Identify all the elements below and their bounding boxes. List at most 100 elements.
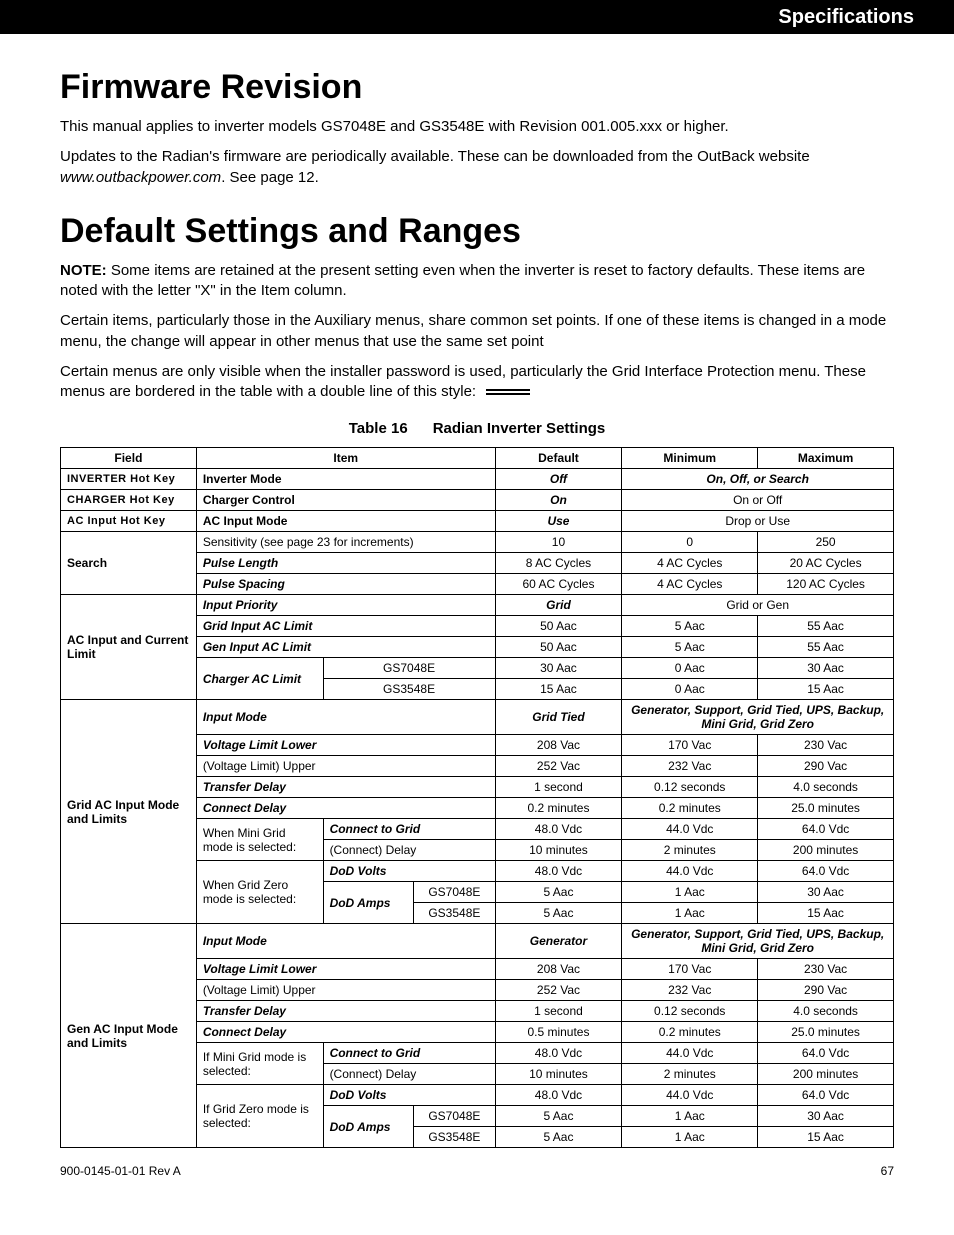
item-transfer-delay: Transfer Delay <box>196 1001 495 1022</box>
footer-doc-id: 900-0145-01-01 Rev A <box>60 1164 181 1178</box>
table-number: Table 16 <box>349 420 408 437</box>
th-min: Minimum <box>622 448 758 469</box>
heading-default-settings: Default Settings and Ranges <box>60 212 894 251</box>
para-shared-setpoints: Certain items, particularly those in the… <box>60 311 894 352</box>
item-pulse-spacing: Pulse Spacing <box>196 574 495 595</box>
item-connect-to-grid: Connect to Grid <box>323 819 495 840</box>
item-inverter-mode: Inverter Mode <box>196 469 495 490</box>
cell-max: 30 Aac <box>758 1106 894 1127</box>
cell-min: 0.12 seconds <box>622 777 758 798</box>
cell-default: 48.0 Vdc <box>495 861 622 882</box>
cell-max: 20 AC Cycles <box>758 553 894 574</box>
cell-default: 10 minutes <box>495 840 622 861</box>
table-row: Grid AC Input Mode and Limits Input Mode… <box>61 700 894 735</box>
item-voltage-limit-upper: (Voltage Limit) Upper <box>196 756 495 777</box>
cell-model: GS7048E <box>323 658 495 679</box>
cell-model: GS7048E <box>414 1106 495 1127</box>
item-dod-volts: DoD Volts <box>323 861 495 882</box>
item-connect-to-grid: Connect to Grid <box>323 1043 495 1064</box>
item-dod-amps: DoD Amps <box>323 1106 414 1148</box>
cell-min: 44.0 Vdc <box>622 1085 758 1106</box>
cell-min: 4 AC Cycles <box>622 553 758 574</box>
cell-default: 0.2 minutes <box>495 798 622 819</box>
item-grid-zero-note: When Grid Zero mode is selected: <box>196 861 323 924</box>
th-item: Item <box>196 448 495 469</box>
cell-min: 4 AC Cycles <box>622 574 758 595</box>
para-firmware-models: This manual applies to inverter models G… <box>60 117 894 137</box>
field-grid-ac-input: Grid AC Input Mode and Limits <box>61 700 197 924</box>
cell-range: Drop or Use <box>622 511 894 532</box>
item-input-mode: Input Mode <box>196 924 495 959</box>
page-footer: 900-0145-01-01 Rev A 67 <box>0 1158 954 1178</box>
cell-min: 0 <box>622 532 758 553</box>
cell-default: Grid Tied <box>495 700 622 735</box>
table-row: INVERTER Hot Key Inverter Mode Off On, O… <box>61 469 894 490</box>
outback-website: www.outbackpower.com <box>60 169 221 186</box>
table-row: Search Sensitivity (see page 23 for incr… <box>61 532 894 553</box>
cell-max: 64.0 Vdc <box>758 1043 894 1064</box>
item-connect-delay: Connect Delay <box>196 798 495 819</box>
item-ac-input-mode: AC Input Mode <box>196 511 495 532</box>
cell-max: 200 minutes <box>758 1064 894 1085</box>
cell-max: 4.0 seconds <box>758 777 894 798</box>
cell-default: 1 second <box>495 1001 622 1022</box>
table-caption: Table 16 Radian Inverter Settings <box>60 420 894 437</box>
cell-default: 50 Aac <box>495 616 622 637</box>
para-firmware-updates-b: . See page 12. <box>221 169 319 186</box>
cell-range: Grid or Gen <box>622 595 894 616</box>
cell-default: Off <box>495 469 622 490</box>
note-label: NOTE: <box>60 262 107 279</box>
cell-min: 0.12 seconds <box>622 1001 758 1022</box>
table-row: CHARGER Hot Key Charger Control On On or… <box>61 490 894 511</box>
item-mini-grid-note: When Mini Grid mode is selected: <box>196 819 323 861</box>
table-header-row: Field Item Default Minimum Maximum <box>61 448 894 469</box>
item-mini-grid-note: If Mini Grid mode is selected: <box>196 1043 323 1085</box>
cell-max: 55 Aac <box>758 637 894 658</box>
cell-max: 250 <box>758 532 894 553</box>
cell-default: 252 Vac <box>495 756 622 777</box>
cell-max: 15 Aac <box>758 903 894 924</box>
para-firmware-updates: Updates to the Radian's firmware are per… <box>60 147 894 188</box>
table-title: Radian Inverter Settings <box>433 420 606 437</box>
heading-firmware-revision: Firmware Revision <box>60 68 894 107</box>
cell-default: 252 Vac <box>495 980 622 1001</box>
cell-default: 8 AC Cycles <box>495 553 622 574</box>
cell-min: 5 Aac <box>622 616 758 637</box>
field-ac-input-current-limit: AC Input and Current Limit <box>61 595 197 700</box>
cell-default: 208 Vac <box>495 735 622 756</box>
cell-model: GS7048E <box>414 882 495 903</box>
th-default: Default <box>495 448 622 469</box>
cell-default: 5 Aac <box>495 1127 622 1148</box>
cell-default: Use <box>495 511 622 532</box>
th-max: Maximum <box>758 448 894 469</box>
item-dod-volts: DoD Volts <box>323 1085 495 1106</box>
cell-default: Grid <box>495 595 622 616</box>
cell-default: 0.5 minutes <box>495 1022 622 1043</box>
cell-max: 230 Vac <box>758 735 894 756</box>
cell-default: 48.0 Vdc <box>495 1085 622 1106</box>
item-connect-delay-sub: (Connect) Delay <box>323 1064 495 1085</box>
header-section-title: Specifications <box>778 6 914 29</box>
cell-min: 2 minutes <box>622 840 758 861</box>
cell-min: 1 Aac <box>622 882 758 903</box>
table-row: Gen AC Input Mode and Limits Input Mode … <box>61 924 894 959</box>
field-inverter-hotkey: INVERTER Hot Key <box>61 469 197 490</box>
cell-default: 5 Aac <box>495 1106 622 1127</box>
cell-min: 232 Vac <box>622 756 758 777</box>
cell-max: 64.0 Vdc <box>758 861 894 882</box>
cell-default: 60 AC Cycles <box>495 574 622 595</box>
cell-model: GS3548E <box>414 1127 495 1148</box>
cell-default: 5 Aac <box>495 903 622 924</box>
cell-default: On <box>495 490 622 511</box>
cell-min: 2 minutes <box>622 1064 758 1085</box>
item-grid-input-ac-limit: Grid Input AC Limit <box>196 616 495 637</box>
cell-default: 48.0 Vdc <box>495 1043 622 1064</box>
cell-max: 64.0 Vdc <box>758 819 894 840</box>
item-charger-control: Charger Control <box>196 490 495 511</box>
item-voltage-limit-upper: (Voltage Limit) Upper <box>196 980 495 1001</box>
cell-min: 44.0 Vdc <box>622 861 758 882</box>
item-input-mode: Input Mode <box>196 700 495 735</box>
item-input-priority: Input Priority <box>196 595 495 616</box>
th-field: Field <box>61 448 197 469</box>
item-grid-zero-note: If Grid Zero mode is selected: <box>196 1085 323 1148</box>
